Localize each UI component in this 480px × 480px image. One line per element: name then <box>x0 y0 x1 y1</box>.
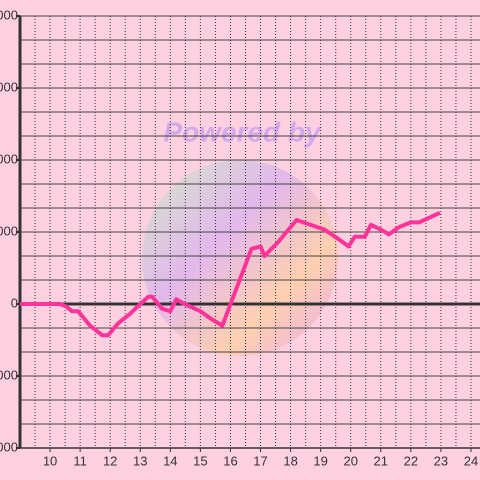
y-tick-label: -3,000 <box>0 367 18 382</box>
x-tick-label: 19 <box>313 453 327 468</box>
data-line <box>20 210 441 338</box>
x-tick-label: 23 <box>434 453 448 468</box>
x-tick-label: 20 <box>343 453 357 468</box>
x-tick-label: 21 <box>374 453 388 468</box>
x-tick-label: 14 <box>163 453 177 468</box>
x-tick-label: 18 <box>283 453 297 468</box>
x-tick-label: 13 <box>133 453 147 468</box>
x-tick-label: 12 <box>103 453 117 468</box>
watermark-logo <box>142 160 338 356</box>
x-tick-label: 15 <box>193 453 207 468</box>
y-tick-label: 12,000 <box>0 7 18 22</box>
x-tick-label: 17 <box>253 453 267 468</box>
x-tick-label: 24 <box>464 453 478 468</box>
y-tick-label: 3,000 <box>0 223 18 238</box>
y-tick-label: 9,000 <box>0 79 18 94</box>
y-tick-label: 0 <box>11 295 18 310</box>
x-tick-label: 10 <box>43 453 57 468</box>
x-tick-label: 22 <box>404 453 418 468</box>
y-tick-label: -6,000 <box>0 439 18 454</box>
x-tick-label: 16 <box>223 453 237 468</box>
y-tick-label: 6,000 <box>0 151 18 166</box>
x-tick-label: 11 <box>73 453 87 468</box>
watermark: Powered by <box>163 116 322 147</box>
